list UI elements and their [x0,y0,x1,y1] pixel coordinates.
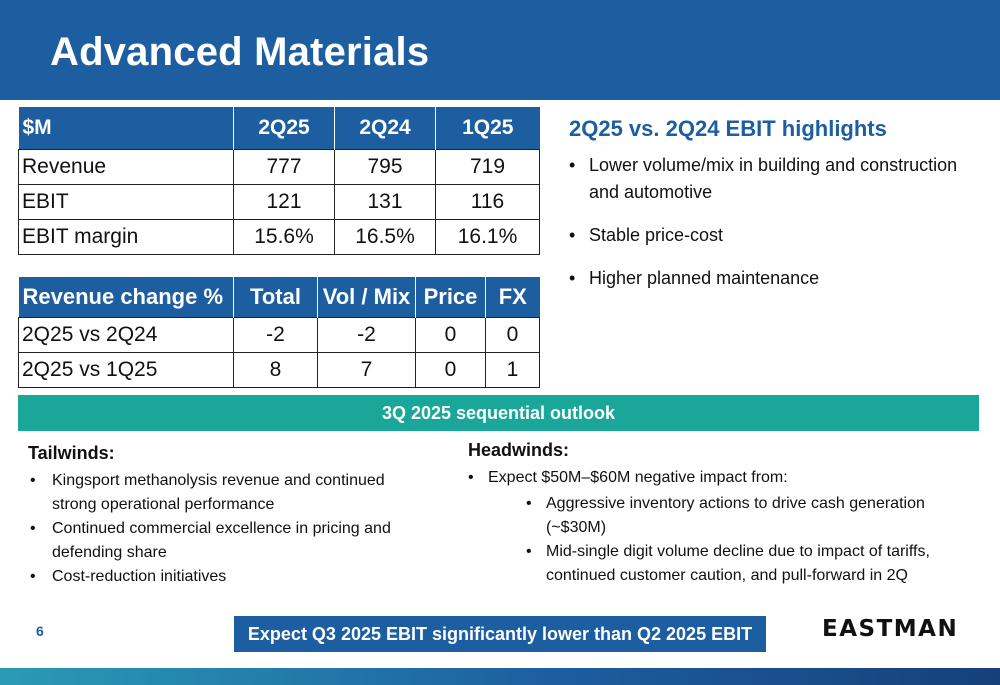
list-item: Mid-single digit volume decline due to i… [526,540,978,588]
highlights-title: 2Q25 vs. 2Q24 EBIT highlights [569,116,887,141]
list-item: Continued commercial excellence in prici… [30,517,430,565]
column-header: Vol / Mix [317,277,416,318]
page-number: 6 [36,623,44,639]
list-item: Expect $50M–$60M negative impact from: A… [468,466,978,588]
headwinds-sublist: Aggressive inventory actions to drive ca… [488,492,978,588]
highlights-list: Lower volume/mix in building and constru… [569,152,979,308]
table-cell: 795 [334,149,436,185]
list-item: Higher planned maintenance [569,265,979,292]
table-cell: 719 [435,149,540,185]
table-cell: -2 [233,317,318,353]
row-label: EBIT [18,184,234,220]
table-row: Revenue 777 795 719 [18,149,540,185]
outlook-banner: 3Q 2025 sequential outlook [18,395,979,431]
list-item: Kingsport methanolysis revenue and conti… [30,469,430,517]
table-row: 2Q25 vs 2Q24 -2 -2 0 0 [18,317,540,353]
table-cell: 15.6% [233,219,335,255]
bottom-stripe [0,668,1000,685]
table-cell: 16.5% [334,219,436,255]
list-item: Lower volume/mix in building and constru… [569,152,979,206]
table-header-row: $M 2Q25 2Q24 1Q25 [18,107,540,150]
table-cell: 131 [334,184,436,220]
table-cell: 16.1% [435,219,540,255]
column-header: 2Q25 [233,107,335,150]
column-header: FX [485,277,540,318]
table-cell: 777 [233,149,335,185]
table-cell: 7 [317,352,416,388]
table-cell: 1 [485,352,540,388]
list-item: Stable price-cost [569,222,979,249]
table-cell: -2 [317,317,416,353]
column-header: Price [415,277,486,318]
list-item: Aggressive inventory actions to drive ca… [526,492,978,540]
table-cell: 0 [415,352,486,388]
table-row: EBIT 121 131 116 [18,184,540,220]
row-label: EBIT margin [18,219,234,255]
table-cell: 121 [233,184,335,220]
column-header: Revenue change % [18,277,234,318]
header-bar: Advanced Materials [0,0,1000,100]
headwinds-heading: Headwinds: [468,440,570,460]
row-label: Revenue [18,149,234,185]
table-row: EBIT margin 15.6% 16.5% 16.1% [18,219,540,255]
column-header: 1Q25 [435,107,540,150]
table-header-row: Revenue change % Total Vol / Mix Price F… [18,277,540,318]
eastman-logo: EASTMAN [822,616,959,642]
table-cell: 8 [233,352,318,388]
row-label: 2Q25 vs 2Q24 [18,317,234,353]
page-title: Advanced Materials [50,30,430,74]
table-cell: 0 [415,317,486,353]
revenue-change-table: Revenue change % Total Vol / Mix Price F… [18,277,540,388]
column-header: 2Q24 [334,107,436,150]
table-row: 2Q25 vs 1Q25 8 7 0 1 [18,352,540,388]
list-item: Cost-reduction initiatives [30,565,430,589]
table-cell: 0 [485,317,540,353]
financials-table: $M 2Q25 2Q24 1Q25 Revenue 777 795 719 EB… [18,107,540,255]
tailwinds-list: Kingsport methanolysis revenue and conti… [30,469,430,589]
row-label: 2Q25 vs 1Q25 [18,352,234,388]
tailwinds-heading: Tailwinds: [28,443,115,463]
footer-banner: Expect Q3 2025 EBIT significantly lower … [234,616,766,652]
column-header: Total [233,277,318,318]
column-header: $M [18,107,234,150]
headwinds-list: Expect $50M–$60M negative impact from: A… [468,466,978,588]
headwinds-intro: Expect $50M–$60M negative impact from: [488,469,788,486]
table-cell: 116 [435,184,540,220]
